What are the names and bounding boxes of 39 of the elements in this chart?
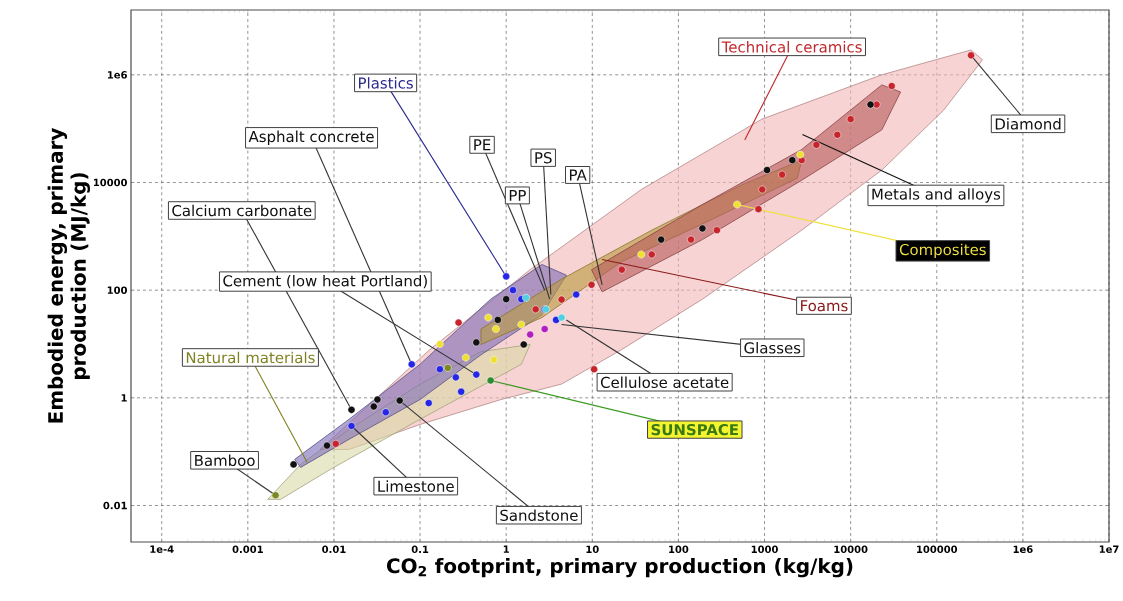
annotation: Technical ceramics	[721, 41, 862, 53]
annotation: Asphalt concrete	[248, 130, 374, 146]
y-tick-label: 1	[121, 394, 127, 402]
y-tick-label: 10000	[93, 178, 127, 187]
x-tick-label: 1	[503, 545, 509, 553]
annotation: PS	[535, 152, 552, 164]
y-axis-title: Embodied energy, primary production (MJ/kg)	[47, 128, 90, 423]
x-tick-label: 10	[586, 545, 599, 554]
annotation: Diamond	[995, 118, 1061, 130]
annotation: Cement (low heat Portland)	[223, 274, 427, 289]
x-axis-title: CO$_{2}$ footprint, primary production (kg/kg)	[386, 557, 853, 578]
annotation: Foams	[801, 300, 848, 312]
annotation: Natural materials	[186, 351, 315, 364]
y-tick-label: 1e6	[107, 71, 127, 79]
annotation: Glasses	[744, 342, 801, 354]
annotation: SUNSPACE	[651, 423, 738, 436]
y-tick-label: 0.01	[103, 501, 127, 510]
x-tick-label: 10000	[834, 545, 868, 554]
x-tick-label: 100	[669, 545, 689, 554]
annotation: Limestone	[378, 480, 454, 492]
annotation: Cellulose acetate	[600, 376, 729, 389]
annotation: PA	[569, 169, 587, 181]
annotation: Sandstone	[500, 509, 578, 521]
x-tick-label: 1000	[751, 545, 778, 554]
x-tick-label: 100000	[917, 545, 958, 554]
annotation: Plastics	[359, 77, 413, 89]
annotation: Composites	[899, 243, 986, 259]
x-tick-label: 0.01	[322, 545, 346, 554]
y-tick-label: 100	[107, 286, 127, 294]
annotation: Bamboo	[195, 454, 255, 467]
x-tick-label: 1e-4	[150, 545, 174, 553]
x-tick-label: 1e7	[1099, 545, 1119, 553]
annotation: PE	[474, 139, 491, 151]
x-tick-label: 0.1	[411, 545, 429, 554]
annotation: PP	[509, 189, 526, 201]
annotation: Metals and alloys	[872, 188, 1001, 203]
x-tick-label: 1e6	[1013, 545, 1033, 554]
x-tick-label: 0.001	[232, 545, 263, 554]
annotation: Calcium carbonate	[172, 204, 312, 217]
